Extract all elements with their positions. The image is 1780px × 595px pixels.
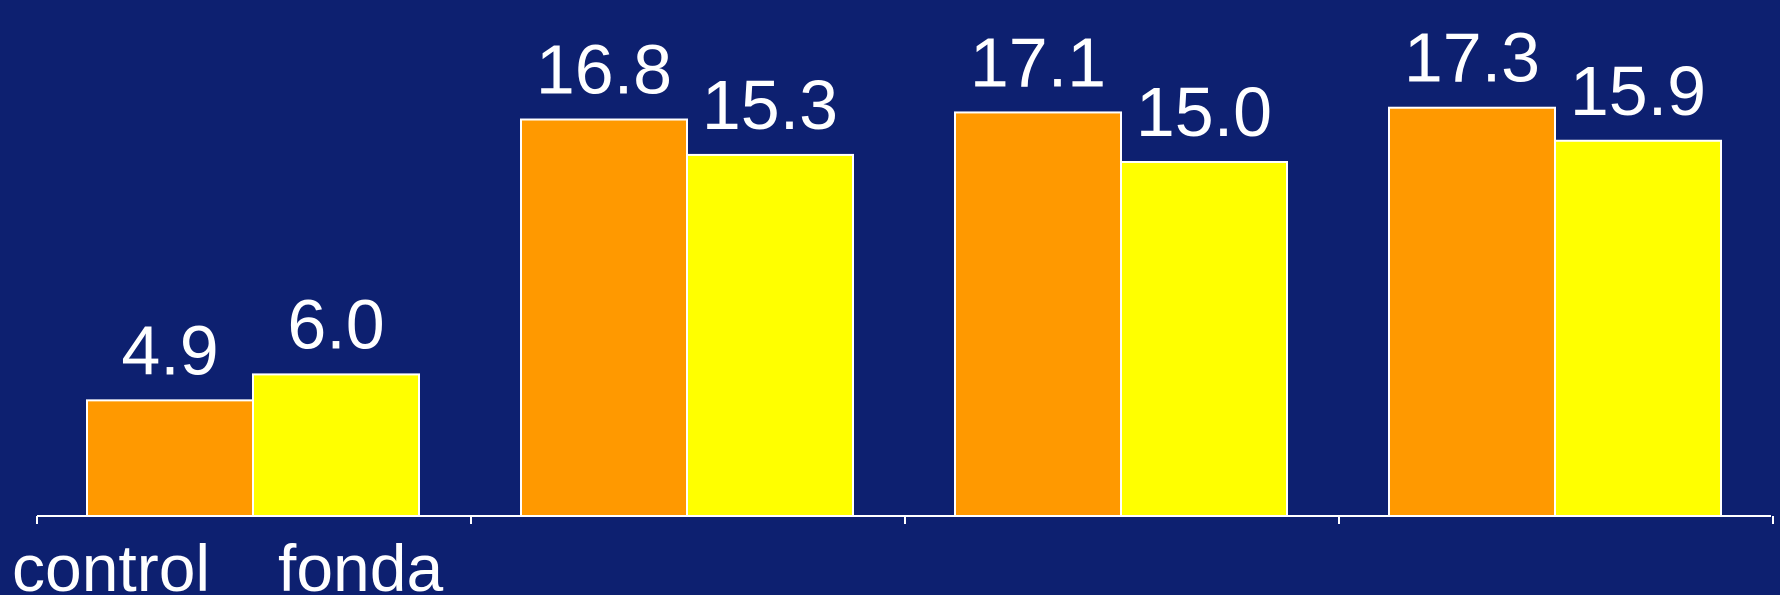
value-label-series-2-category-3: 15.0 [1136, 73, 1272, 151]
value-label-series-1-category-2: 16.8 [536, 31, 672, 109]
value-label-series-1-category-4: 17.3 [1404, 19, 1540, 97]
value-label-series-2-category-4: 15.9 [1570, 52, 1706, 130]
value-labels: 4.9 16.8 17.1 17.3 6.0 15.3 15.0 15.9 [121, 19, 1706, 390]
bar-series-1-category-4 [1388, 106, 1556, 517]
bars [86, 106, 1722, 518]
category-label-control: control [12, 531, 210, 595]
x-axis-ticks [36, 516, 1774, 524]
category-labels: control fonda [12, 531, 443, 595]
bar-series-2-category-2 [686, 153, 854, 517]
bar-series-1-category-1 [86, 399, 254, 517]
value-label-series-1-category-1: 4.9 [121, 311, 218, 389]
bar-series-1-category-3 [954, 111, 1122, 517]
bar-series-1-category-2 [520, 118, 688, 518]
bar-series-2-category-3 [1120, 161, 1288, 517]
bar-series-2-category-4 [1554, 139, 1722, 517]
value-label-series-1-category-3: 17.1 [970, 23, 1106, 101]
value-label-series-2-category-1: 6.0 [287, 285, 384, 363]
value-label-series-2-category-2: 15.3 [702, 66, 838, 144]
category-label-fonda: fonda [278, 531, 443, 595]
bar-series-2-category-1 [252, 373, 420, 517]
